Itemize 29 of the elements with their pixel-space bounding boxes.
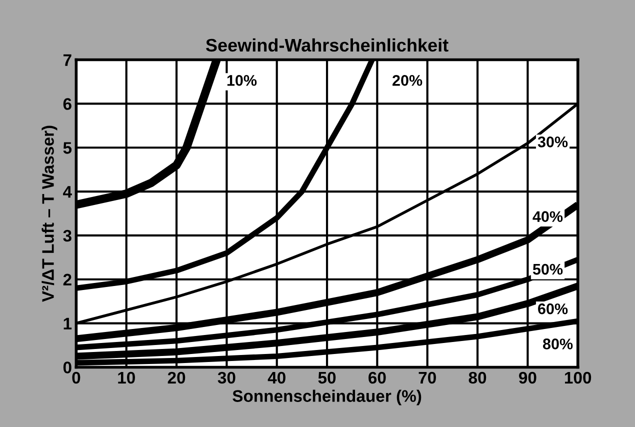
y-tick-label: 3 <box>63 230 72 242</box>
annotation: 50% <box>532 264 563 275</box>
annotation: 40% <box>532 211 563 222</box>
chart-title: Seewind-Wahrscheinlichkeit <box>206 38 448 52</box>
x-tick-label: 90 <box>518 372 536 384</box>
x-tick-label: 20 <box>168 372 186 384</box>
y-tick-label: 4 <box>63 186 72 198</box>
x-axis-title: Sonnenscheindauer (%) <box>232 390 422 406</box>
x-tick-label: 70 <box>418 372 436 384</box>
x-tick-label: 100 <box>564 372 592 384</box>
annotation: 10% <box>227 75 257 86</box>
annotation: 20% <box>392 75 422 86</box>
y-tick-label: 5 <box>63 142 72 154</box>
annotation: 80% <box>542 338 573 350</box>
y-tick-label: 7 <box>63 54 72 66</box>
y-tick-label: 0 <box>63 362 72 374</box>
x-tick-label: 50 <box>318 372 336 384</box>
y-tick-label: 1 <box>64 318 72 330</box>
x-tick-label: 60 <box>368 372 386 384</box>
x-tick-label: 80 <box>468 372 486 384</box>
y-tick-label: 6 <box>63 98 72 110</box>
annotation: 60% <box>538 303 568 314</box>
y-tick-label: 2 <box>63 274 72 286</box>
y-axis-title: V²/ΔT Luft – T Wasser) <box>42 126 58 302</box>
x-tick-label: 0 <box>72 372 80 384</box>
x-tick-label: 30 <box>218 372 236 384</box>
annotation: 30% <box>538 136 568 148</box>
x-tick-label: 40 <box>268 372 286 384</box>
x-tick-label: 10 <box>118 372 135 384</box>
